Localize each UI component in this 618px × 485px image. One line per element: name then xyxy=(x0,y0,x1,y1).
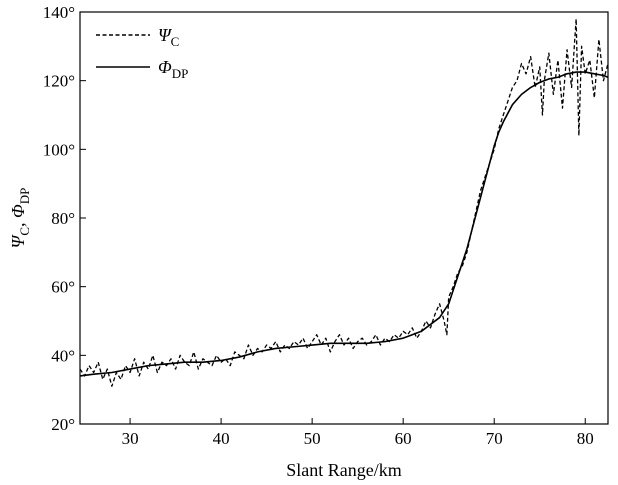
y-tick-label: 20° xyxy=(51,415,75,434)
x-tick-label: 70 xyxy=(486,429,503,448)
y-tick-label: 100° xyxy=(43,140,75,159)
x-tick-label: 60 xyxy=(395,429,412,448)
legend-label-psi-c-main: Ψ xyxy=(158,25,173,45)
y-tick-label: 40° xyxy=(51,346,75,365)
y-axis-title: ΨC, ΦDP xyxy=(8,188,32,249)
x-tick-label: 50 xyxy=(304,429,321,448)
x-tick-label: 40 xyxy=(213,429,230,448)
legend-label-phi-dp-sub: DP xyxy=(172,66,189,81)
y-tick-label: 60° xyxy=(51,278,75,297)
legend-label-phi-dp-main: Φ xyxy=(158,57,172,77)
x-axis-title: Slant Range/km xyxy=(286,460,402,480)
y-axis-title-psi-sub: C xyxy=(17,227,32,236)
tick-layer: 30 40 50 60 70 80 20° 40° 60° 80° 100° 120° 140° xyxy=(43,3,594,448)
legend-label-phi-dp: ΦDP xyxy=(158,57,188,81)
y-axis-title-phi-sub: DP xyxy=(17,188,32,205)
x-tick-label: 30 xyxy=(122,429,139,448)
series-layer xyxy=(79,18,609,387)
y-axis-title-psi: Ψ xyxy=(8,233,28,248)
plot-area-background xyxy=(80,12,608,424)
y-tick-label: 120° xyxy=(43,72,75,91)
legend: ΨC ΦDP xyxy=(96,25,188,81)
series-line-phi-dp xyxy=(79,71,609,377)
y-axis-title-phi: Φ xyxy=(8,204,28,218)
y-axis-title-sep: , xyxy=(8,218,28,227)
y-tick-label: 80° xyxy=(51,209,75,228)
y-tick-label: 140° xyxy=(43,3,75,22)
legend-label-psi-c: ΨC xyxy=(158,25,179,49)
legend-label-psi-c-sub: C xyxy=(171,34,180,49)
x-tick-label: 80 xyxy=(577,429,594,448)
